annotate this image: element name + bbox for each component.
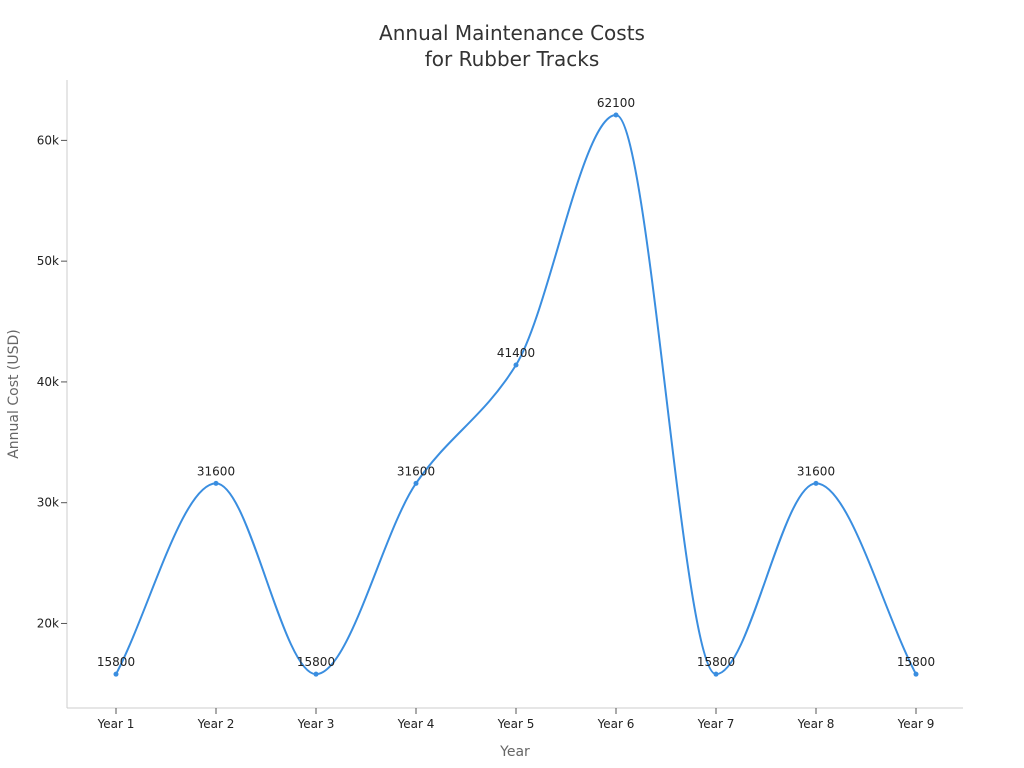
y-tick-label: 20k	[37, 616, 59, 630]
x-tick-label: Year 4	[397, 717, 435, 731]
y-tick-label: 60k	[37, 133, 59, 147]
data-point	[513, 362, 519, 368]
data-label: 15800	[897, 655, 935, 669]
chart-title-line-1: Annual Maintenance Costs	[379, 21, 645, 45]
x-tick-label: Year 2	[197, 717, 235, 731]
data-label: 41400	[497, 346, 535, 360]
chart-title: Annual Maintenance Costs for Rubber Trac…	[0, 20, 1024, 72]
data-label: 15800	[697, 655, 735, 669]
x-tick-label: Year 8	[797, 717, 835, 731]
y-tick-label: 40k	[37, 375, 59, 389]
data-point	[913, 671, 919, 677]
y-tick-label: 30k	[37, 496, 59, 510]
data-point	[713, 671, 719, 677]
x-tick-label: Year 9	[897, 717, 935, 731]
data-point	[413, 480, 419, 486]
data-label: 31600	[397, 464, 435, 478]
chart-title-line-2: for Rubber Tracks	[424, 47, 600, 71]
x-tick-label: Year 6	[597, 717, 635, 731]
data-label: 62100	[597, 96, 635, 110]
x-axis-title: Year	[499, 744, 530, 760]
x-tick-label: Year 3	[297, 717, 335, 731]
x-tick-label: Year 5	[497, 717, 535, 731]
x-tick-label: Year 1	[97, 717, 135, 731]
series-line	[115, 114, 917, 676]
y-tick-label: 50k	[37, 254, 59, 268]
data-point	[213, 480, 219, 486]
data-label: 31600	[797, 464, 835, 478]
data-label: 31600	[197, 464, 235, 478]
y-axis-title: Annual Cost (USD)	[6, 329, 22, 459]
data-label: 15800	[297, 655, 335, 669]
data-point	[113, 671, 119, 677]
data-point	[813, 480, 819, 486]
data-point	[613, 112, 619, 118]
x-tick-label: Year 7	[697, 717, 735, 731]
data-point	[313, 671, 319, 677]
data-label: 15800	[97, 655, 135, 669]
